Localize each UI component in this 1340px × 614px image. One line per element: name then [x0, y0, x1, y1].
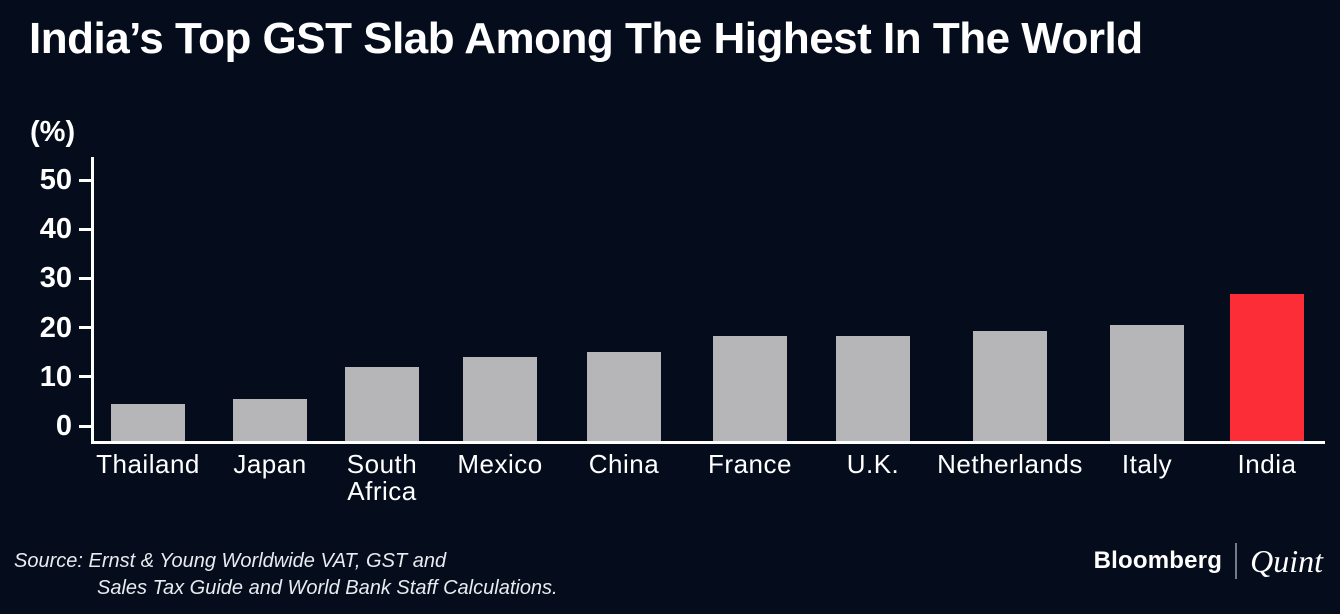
- x-label-japan: Japan: [233, 449, 307, 479]
- x-label-south-africa: South Africa: [346, 449, 418, 506]
- y-tick-label: 0: [55, 410, 72, 442]
- bar-india: [1230, 294, 1304, 441]
- y-tick-mark: [79, 326, 91, 330]
- y-tick-label: 10: [39, 360, 72, 393]
- bar-thailand: [111, 404, 185, 441]
- x-label-mexico: Mexico: [457, 449, 543, 479]
- bar-mexico: [463, 357, 537, 441]
- bar-japan: [233, 399, 307, 441]
- x-label-thailand: Thailand: [96, 449, 200, 479]
- y-tick-label: 20: [39, 311, 72, 344]
- x-axis-baseline: [91, 441, 1325, 444]
- x-label-italy: Italy: [1121, 449, 1173, 479]
- x-label-u-k: U.K.: [846, 449, 900, 479]
- y-tick-mark: [79, 178, 91, 182]
- y-tick-label: 40: [39, 213, 72, 246]
- x-label-india: India: [1237, 449, 1297, 479]
- bar-france: [713, 336, 787, 441]
- x-label-france: France: [708, 449, 792, 479]
- bar-china: [587, 352, 661, 441]
- branding: Bloomberg Quint: [1094, 538, 1323, 584]
- y-tick-mark: [79, 276, 91, 280]
- quint-logo: Quint: [1250, 542, 1323, 579]
- y-tick-mark: [79, 375, 91, 379]
- source-note: Source: Ernst & Young Worldwide VAT, GST…: [14, 548, 558, 602]
- logo-separator: [1235, 543, 1238, 579]
- bar-italy: [1110, 325, 1184, 441]
- x-label-china: China: [588, 449, 660, 479]
- bar-south-africa: [345, 367, 419, 441]
- x-label-netherlands: Netherlands: [937, 449, 1083, 479]
- chart-title: India’s Top GST Slab Among The Highest I…: [29, 14, 1143, 63]
- y-tick-label: 30: [39, 262, 72, 295]
- source-line-1: Source: Ernst & Young Worldwide VAT, GST…: [14, 550, 447, 572]
- y-axis-line: [91, 157, 94, 444]
- source-line-2: Sales Tax Guide and World Bank Staff Cal…: [97, 577, 558, 599]
- y-tick-label: 50: [39, 164, 72, 196]
- y-tick-mark: [79, 424, 91, 428]
- bloomberg-logo: Bloomberg: [1093, 547, 1223, 574]
- y-axis-unit-label: (%): [30, 116, 76, 148]
- bar-u-k: [836, 336, 910, 441]
- y-tick-mark: [79, 227, 91, 231]
- bar-netherlands: [973, 331, 1047, 441]
